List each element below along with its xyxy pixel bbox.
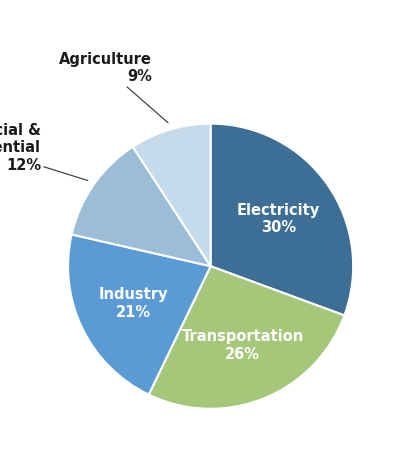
Wedge shape — [133, 124, 211, 266]
Wedge shape — [211, 124, 353, 315]
Wedge shape — [149, 266, 344, 409]
Text: Transportation
26%: Transportation 26% — [181, 329, 304, 361]
Text: Total U.S. Greenhouse Gas Emissions
by Economic Sector in 2014: Total U.S. Greenhouse Gas Emissions by E… — [7, 14, 398, 58]
Text: Agriculture
9%: Agriculture 9% — [59, 52, 168, 123]
Text: Industry
21%: Industry 21% — [99, 287, 168, 319]
Text: Commercial &
Residential
12%: Commercial & Residential 12% — [0, 123, 88, 181]
Wedge shape — [68, 234, 211, 395]
Wedge shape — [72, 147, 211, 266]
Text: Electricity
30%: Electricity 30% — [237, 203, 320, 235]
